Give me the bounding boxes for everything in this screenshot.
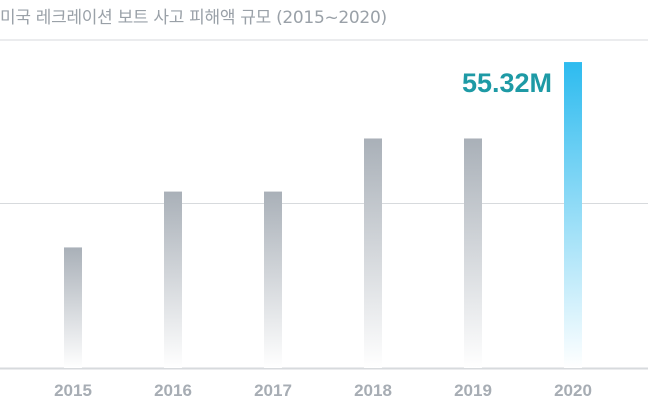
x-tick-label: 2015	[54, 381, 92, 400]
x-tick-label: 2018	[354, 381, 392, 400]
bar-2019	[464, 138, 482, 368]
bar-2020	[564, 62, 582, 369]
x-tick-label: 2019	[454, 381, 492, 400]
chart-title: 미국 레크레이션 보트 사고 피해액 규모 (2015~2020)	[0, 8, 387, 28]
value-label-2020: 55.32M	[462, 68, 552, 98]
x-tick-label: 2016	[154, 381, 192, 400]
bar-2017	[264, 191, 282, 368]
x-tick-label: 2020	[554, 381, 592, 400]
bar-2016	[164, 191, 182, 368]
x-tick-label: 2017	[254, 381, 292, 400]
bar-2018	[364, 138, 382, 368]
bar-2015	[64, 247, 82, 368]
